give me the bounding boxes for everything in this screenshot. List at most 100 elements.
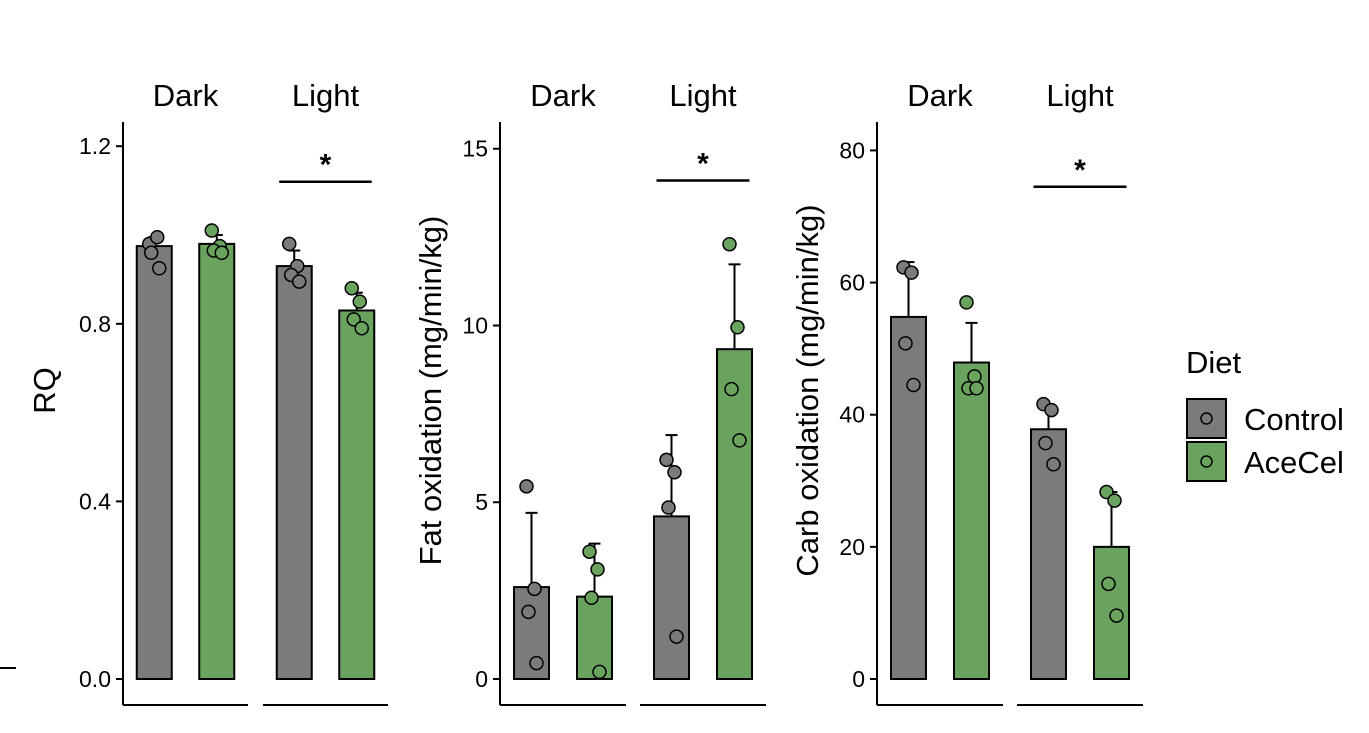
- facet-dark: Dark: [123, 78, 248, 706]
- data-point: [204, 223, 219, 238]
- y-axis-title: RQ: [27, 367, 62, 414]
- y-tick-label: 1.2: [79, 133, 111, 159]
- panel-1: 0.0 0.4 0.8 1.2 RQ Dark Light *: [27, 78, 388, 706]
- significance-bracket: *: [1033, 154, 1127, 189]
- data-point: [282, 236, 297, 252]
- bar: [716, 348, 753, 680]
- y-tick-label: 5: [475, 489, 488, 515]
- data-point: [529, 655, 544, 671]
- data-point: [144, 245, 159, 261]
- y-axis-title: Carb oxidation (mg/min/kg): [790, 204, 825, 576]
- facet-light: Light *: [263, 78, 388, 706]
- data-point: [724, 381, 739, 397]
- chart-panels: 0.0 0.4 0.8 1.2 RQ Dark Light * 0 5 10 15 Fat oxidat…: [27, 78, 1143, 706]
- panel-3: 0 20 40 60 80 Carb oxidation (mg/min/kg) Dark L…: [790, 78, 1143, 706]
- y-tick-label: 15: [462, 136, 488, 162]
- data-point: [527, 581, 542, 597]
- legend-key-acecel: [1186, 441, 1227, 482]
- significance-label: *: [697, 148, 709, 181]
- y-tick-label: 0: [852, 666, 865, 692]
- data-point: [904, 265, 919, 280]
- bar-group-light-acecel: [1093, 484, 1130, 680]
- bar-group-light-control: [275, 236, 313, 680]
- y-tick-label: 40: [839, 402, 865, 428]
- data-point: [1101, 576, 1116, 592]
- legend-label-control: Control: [1244, 402, 1344, 437]
- facet-dark: Dark: [500, 78, 626, 706]
- panel-2: 0 5 10 15 Fat oxidation (mg/min/kg) Dark Light…: [413, 78, 766, 706]
- data-point: [519, 479, 534, 494]
- bar: [953, 361, 990, 680]
- data-point: [1038, 435, 1053, 451]
- facet-light: Light *: [1017, 78, 1143, 706]
- data-point: [667, 464, 682, 480]
- legend-key-control: [1186, 398, 1227, 439]
- data-point: [1044, 402, 1059, 418]
- bar-group-dark-acecel: [576, 542, 613, 680]
- data-point: [582, 544, 597, 559]
- legend-key-control-marker: [1200, 412, 1213, 425]
- legend: Diet Control AceCel: [1186, 345, 1344, 482]
- data-point: [150, 229, 165, 245]
- significance-label: *: [320, 149, 332, 182]
- data-point: [292, 274, 307, 289]
- facet-label: Light: [1046, 78, 1114, 113]
- data-point: [152, 261, 167, 276]
- bar-group-dark-acecel: [198, 223, 236, 680]
- significance-bracket: *: [279, 149, 372, 183]
- legend-item-acecel: AceCel: [1186, 441, 1344, 482]
- data-point: [967, 369, 982, 384]
- bar-group-dark-control: [890, 260, 927, 680]
- y-axis-title: Fat oxidation (mg/min/kg): [413, 216, 448, 566]
- data-point: [1107, 493, 1122, 508]
- bar-group-light-control: [1030, 396, 1067, 680]
- data-point: [352, 294, 367, 309]
- data-point: [969, 381, 984, 396]
- bar: [576, 595, 613, 680]
- y-tick-label: 0: [475, 666, 488, 692]
- y-tick-label: 0.4: [79, 488, 111, 514]
- significance-bracket: *: [656, 148, 750, 182]
- data-point: [669, 629, 684, 644]
- data-point: [732, 433, 747, 448]
- data-point: [898, 336, 913, 351]
- facet-label: Dark: [530, 78, 596, 113]
- facet-dark: Dark: [877, 78, 1003, 706]
- data-point: [661, 500, 676, 515]
- bar: [198, 242, 236, 680]
- data-point: [354, 320, 369, 336]
- data-point: [214, 245, 229, 261]
- legend-item-control: Control: [1186, 398, 1344, 439]
- bar: [338, 309, 376, 680]
- bar-group-light-acecel: [338, 281, 376, 680]
- bar-group-light-control: [653, 434, 690, 681]
- data-point: [1046, 457, 1061, 472]
- bar-group-light-acecel: [716, 236, 753, 680]
- data-point: [1109, 608, 1124, 623]
- bar: [135, 245, 173, 680]
- facet-label: Light: [292, 78, 360, 113]
- y-tick-label: 0.0: [79, 666, 111, 692]
- facet-light: Light *: [640, 78, 766, 706]
- data-point: [722, 236, 737, 252]
- y-tick-label: 60: [839, 270, 865, 296]
- facet-label: Dark: [153, 78, 219, 113]
- bar: [275, 265, 313, 680]
- legend-label-acecel: AceCel: [1244, 445, 1344, 480]
- facet-label: Dark: [907, 78, 973, 113]
- bar-group-dark-control: [513, 479, 550, 680]
- data-point: [959, 295, 974, 310]
- y-tick-label: 20: [839, 534, 865, 560]
- data-point: [730, 320, 745, 335]
- bar-group-dark-acecel: [953, 295, 990, 680]
- y-tick-label: 80: [839, 137, 865, 163]
- data-point: [344, 281, 359, 296]
- y-tick-label: 10: [462, 312, 488, 338]
- legend-title: Diet: [1186, 345, 1242, 380]
- bar: [653, 515, 690, 681]
- facet-label: Light: [669, 78, 737, 113]
- data-point: [906, 377, 921, 393]
- bar: [890, 315, 927, 680]
- legend-key-acecel-marker: [1200, 455, 1213, 468]
